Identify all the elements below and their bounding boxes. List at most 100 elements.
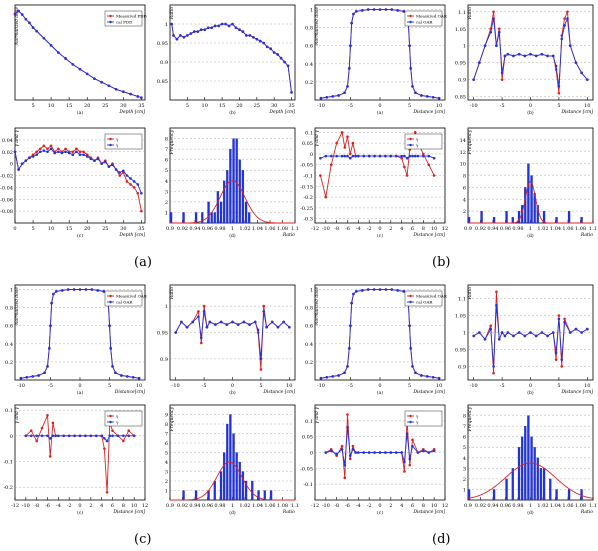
data-point (378, 451, 382, 454)
data-point (93, 159, 96, 162)
data-point (51, 434, 55, 438)
histogram-bar (169, 212, 173, 224)
data-point (111, 429, 114, 432)
data-point (403, 470, 406, 473)
data-point (108, 434, 112, 438)
data-point (402, 290, 405, 293)
y-tick-label: 14 (460, 138, 466, 144)
data-point (529, 331, 532, 334)
histogram-bar (527, 163, 530, 224)
data-point (50, 301, 53, 305)
data-point (214, 323, 217, 326)
data-point (557, 317, 561, 321)
y-tick-label: 7 (165, 147, 168, 153)
x-tick-label: 10 (48, 103, 54, 109)
data-point (35, 153, 38, 157)
subplot-label: (a) (377, 389, 383, 396)
x-tick-label: 1.08 (277, 226, 288, 232)
data-point (206, 26, 210, 30)
data-point (384, 451, 387, 454)
data-point (60, 151, 64, 155)
histogram-bar (536, 205, 539, 224)
panel-c3: -0.2 -0.1 0 0.1 -12 -10 -8 -6 -4 -2 0 2 4 6 8 10 12 γ and… (3, 404, 148, 516)
data-point (199, 336, 203, 340)
data-point (105, 439, 109, 443)
data-point (25, 375, 29, 379)
y-tick-label: 0.05 (302, 141, 313, 147)
y-tick-label: -0.06 (0, 197, 13, 203)
data-point (337, 94, 340, 97)
x-tick-label: -2 (367, 226, 372, 232)
data-point (335, 452, 338, 456)
data-point (366, 8, 370, 11)
x-tick-label: 0.96 (202, 226, 213, 232)
data-point (82, 153, 85, 157)
histogram-bar (244, 201, 248, 224)
data-point (38, 150, 42, 154)
data-point (199, 28, 203, 32)
x-tick-label: 0.92 (475, 226, 486, 232)
data-point (241, 30, 245, 33)
legend-marker (409, 14, 412, 18)
data-point (57, 150, 60, 154)
data-point (17, 168, 20, 171)
legend-marker (109, 294, 112, 298)
data-point (127, 434, 131, 438)
gaussian-fit-line (468, 180, 593, 224)
y-tick-label: 0.05 (302, 435, 313, 441)
data-point (84, 288, 88, 291)
data-point (197, 315, 200, 318)
histogram-bar (213, 480, 216, 501)
data-point (52, 292, 55, 296)
x-tick-label: -10 (317, 383, 325, 389)
x-tick-label: -8 (34, 503, 39, 509)
data-point (492, 17, 495, 20)
subplot-label: (a) (377, 109, 383, 116)
data-point (136, 192, 140, 195)
data-point (93, 77, 96, 80)
data-point (497, 30, 501, 34)
data-point (396, 289, 400, 292)
data-point (348, 156, 352, 160)
series-line-1 (325, 427, 435, 466)
data-point (242, 320, 246, 324)
data-point (236, 323, 240, 326)
x-tick-label: 10 (48, 226, 54, 232)
data-point (348, 152, 352, 156)
y-tick-label: 1 (165, 304, 168, 310)
y-axis-label: Ratio (467, 287, 473, 300)
y-tick-label: 4 (463, 456, 466, 462)
histogram-bar (216, 191, 220, 224)
data-point (202, 310, 206, 313)
y-tick-label: 1.05 (455, 27, 466, 33)
y-tick-label: -0.1 (303, 174, 313, 180)
data-point (534, 334, 538, 338)
data-point (46, 434, 49, 438)
data-point (563, 321, 566, 324)
data-point (132, 186, 136, 189)
data-point (372, 8, 376, 11)
data-point (492, 371, 495, 375)
data-point (64, 147, 67, 151)
data-point (367, 154, 371, 158)
legend-label: γ (416, 137, 419, 142)
data-point (140, 96, 143, 99)
x-tick-label: -10 (17, 383, 25, 389)
data-point (351, 444, 355, 448)
histogram-bar (201, 212, 204, 224)
y-tick-label: -0.1 (3, 459, 13, 465)
data-point (346, 135, 349, 138)
histogram-bar (207, 201, 210, 224)
y-tick-label: 1 (165, 210, 168, 216)
data-point (256, 328, 260, 332)
panel-a4: 1 2 3 4 5 6 7 8 0.9 0.92 0.94 0.96 0.98 1 1.02 1.04 1.06… (165, 127, 299, 239)
histogram-bar (580, 216, 583, 224)
data-point (483, 337, 487, 341)
data-point (512, 334, 515, 338)
data-point (472, 78, 475, 81)
legend-label: cal PDD (116, 20, 132, 25)
x-tick-label: -2 (67, 503, 72, 509)
data-point (125, 375, 129, 378)
data-point (234, 26, 238, 30)
x-tick-label: 0.98 (214, 226, 225, 232)
